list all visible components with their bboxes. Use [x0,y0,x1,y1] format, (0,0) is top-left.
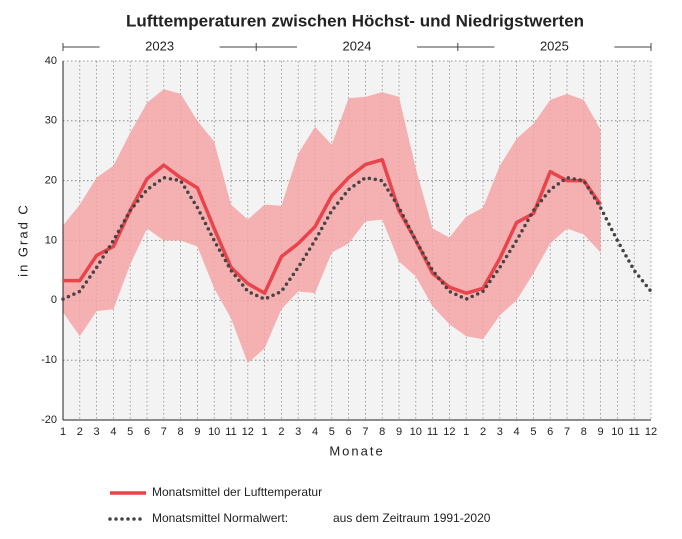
x-tick-label: 11 [225,426,236,438]
y-tick-label: -10 [41,354,57,366]
x-tick-label: 3 [497,426,503,438]
year-label: 2025 [540,38,569,53]
x-tick-label: 4 [110,426,116,438]
x-tick-label: 2 [77,426,83,438]
x-tick-label: 1 [262,426,268,438]
x-tick-label: 5 [127,426,133,438]
y-tick-label: -20 [41,414,57,426]
x-tick-label: 12 [443,426,455,438]
x-axis-label: Monate [329,443,384,458]
y-tick-label: 20 [45,175,57,187]
x-tick-label: 10 [208,426,220,438]
x-tick-label: 4 [312,426,318,438]
x-tick-label: 1 [60,426,66,438]
series-line [61,175,653,301]
x-tick-label: 8 [178,426,184,438]
x-tick-label: 12 [242,426,254,438]
x-tick-label: 11 [628,426,639,438]
x-tick-label: 5 [329,426,335,438]
y-tick-label: 40 [45,55,57,67]
x-tick-label: 7 [362,426,368,438]
x-tick-label: 2 [480,426,486,438]
x-tick-label: 11 [427,426,438,438]
x-tick-label: 2 [278,426,284,438]
x-tick-label: 6 [547,426,553,438]
x-tick-label: 1 [463,426,469,438]
x-tick-label: 3 [94,426,100,438]
x-tick-label: 4 [514,426,520,438]
year-label: 2023 [145,38,174,53]
legend-label: Monatsmittel der Lufttemperatur [152,485,322,499]
x-tick-label: 8 [379,426,385,438]
x-tick-label: 6 [144,426,150,438]
x-tick-label: 8 [581,426,587,438]
x-tick-label: 12 [645,426,657,438]
x-tick-label: 10 [611,426,623,438]
series-line [63,157,603,295]
legend-label: Monatsmittel Normalwert: [152,511,288,525]
x-tick-label: 9 [194,426,200,438]
y-axis-label: in Grad C [15,203,30,277]
chart-title: Lufttemperaturen zwischen Höchst- und Ni… [126,11,584,30]
x-tick-label: 7 [161,426,167,438]
x-tick-label: 6 [346,426,352,438]
x-tick-label: 10 [410,426,422,438]
y-tick-label: 0 [51,294,57,306]
y-tick-label: 30 [45,115,57,127]
y-tick-label: 10 [45,234,57,246]
x-tick-label: 9 [396,426,402,438]
x-tick-label: 9 [598,426,604,438]
legend-note: aus dem Zeitraum 1991-2020 [333,511,491,525]
x-tick-label: 7 [564,426,570,438]
year-label: 2024 [343,38,372,53]
x-tick-label: 5 [530,426,536,438]
x-tick-label: 3 [295,426,301,438]
